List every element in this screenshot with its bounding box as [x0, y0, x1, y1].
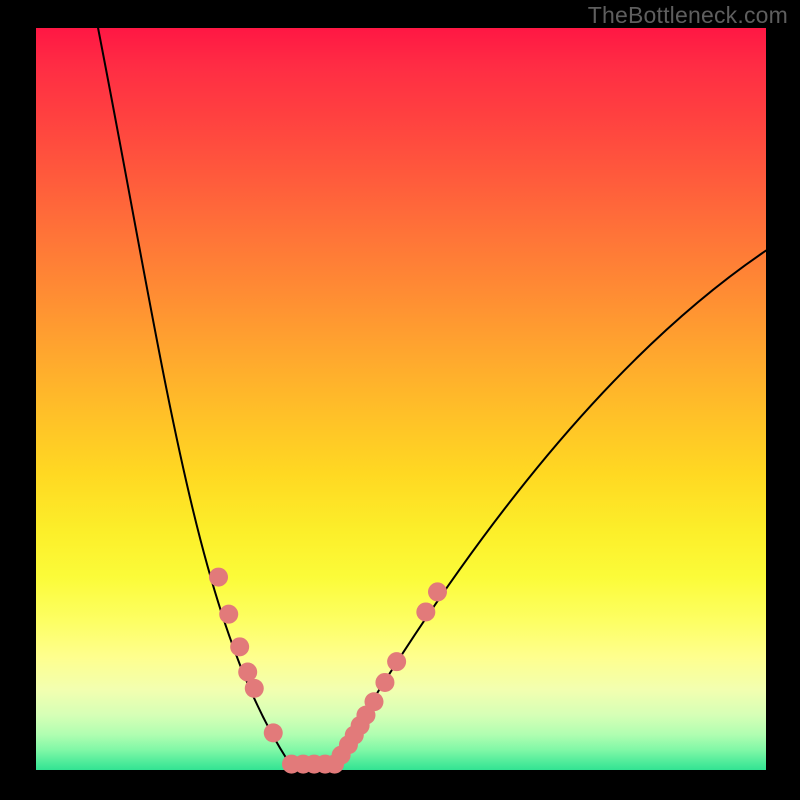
- marker-left-3: [238, 663, 257, 682]
- bottleneck-chart: [0, 0, 800, 800]
- marker-right-5: [364, 692, 383, 711]
- marker-right-6: [375, 673, 394, 692]
- marker-left-5: [264, 723, 283, 742]
- watermark-text: TheBottleneck.com: [588, 2, 788, 29]
- marker-right-8: [416, 602, 435, 621]
- chart-stage: TheBottleneck.com: [0, 0, 800, 800]
- marker-right-7: [387, 652, 406, 671]
- marker-right-9: [428, 582, 447, 601]
- marker-left-2: [230, 637, 249, 656]
- marker-left-0: [209, 568, 228, 587]
- marker-left-1: [219, 605, 238, 624]
- marker-left-4: [245, 679, 264, 698]
